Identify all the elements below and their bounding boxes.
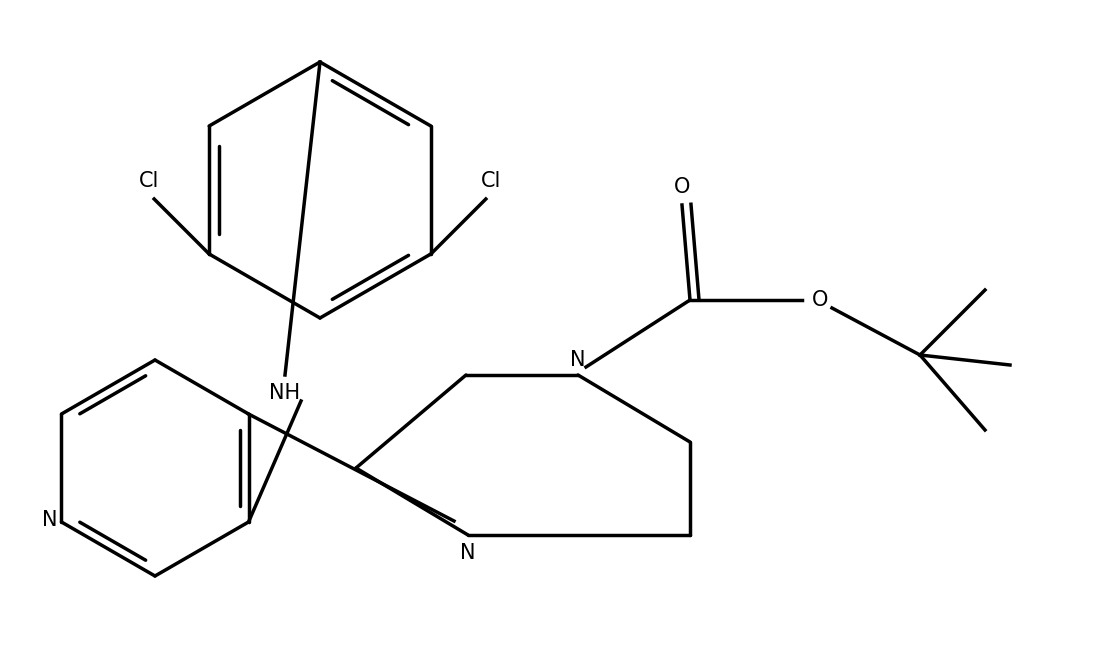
Text: Cl: Cl [480,171,501,191]
Text: N: N [461,543,476,563]
Text: NH: NH [269,383,301,403]
Text: O: O [673,177,690,197]
Text: O: O [812,290,829,310]
Text: N: N [570,350,586,370]
Text: Cl: Cl [139,171,160,191]
Text: N: N [42,510,57,530]
